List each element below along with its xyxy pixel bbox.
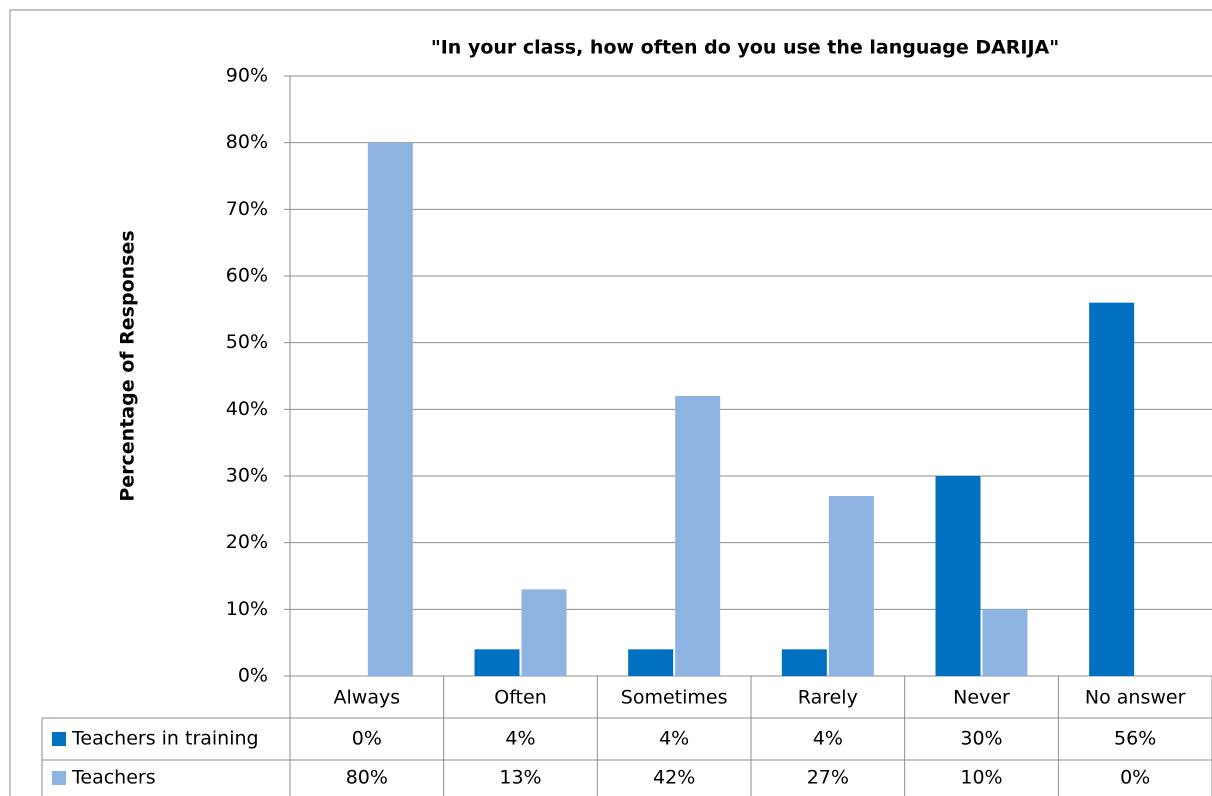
bar <box>982 609 1028 676</box>
table-value: 27% <box>807 767 849 789</box>
bar <box>367 142 413 676</box>
table-value: 0% <box>1120 767 1150 789</box>
table-value: 0% <box>352 728 382 750</box>
table-value: 30% <box>960 728 1002 750</box>
table-value: 13% <box>499 767 541 789</box>
y-tick-label: 60% <box>226 265 268 287</box>
bar <box>781 649 827 676</box>
bar <box>675 396 721 676</box>
table-value: 80% <box>346 767 388 789</box>
table-value: 4% <box>659 728 689 750</box>
legend-key <box>52 732 66 746</box>
y-tick-label: 50% <box>226 331 268 353</box>
legend-label: Teachers <box>71 767 156 789</box>
bar <box>628 649 674 676</box>
y-tick-label: 80% <box>226 131 268 153</box>
table-value: 4% <box>505 728 535 750</box>
x-tick-label: Often <box>494 687 547 709</box>
chart-title: "In your class, how often do you use the… <box>431 37 1059 59</box>
y-axis-label: Percentage of Responses <box>117 230 139 501</box>
table-value: 4% <box>813 728 843 750</box>
bar <box>474 649 520 676</box>
y-tick-label: 40% <box>226 398 268 420</box>
y-tick-label: 20% <box>226 531 268 553</box>
y-tick-label: 0% <box>238 665 268 687</box>
y-tick-label: 10% <box>226 598 268 620</box>
table-value: 56% <box>1114 728 1156 750</box>
x-tick-label: Rarely <box>798 687 858 709</box>
x-tick-label: No answer <box>1085 687 1186 709</box>
y-tick-label: 90% <box>226 65 268 87</box>
bar <box>828 496 874 676</box>
table-value: 42% <box>653 767 695 789</box>
legend-key <box>52 771 66 785</box>
y-tick-label: 70% <box>226 198 268 220</box>
bar <box>935 476 981 676</box>
x-tick-label: Sometimes <box>621 687 728 709</box>
chart-border <box>9 9 1212 796</box>
bar <box>1089 302 1135 676</box>
bar <box>521 589 567 676</box>
x-tick-label: Never <box>953 687 1010 709</box>
y-tick-label: 30% <box>226 465 268 487</box>
x-tick-label: Always <box>334 687 401 709</box>
table-value: 10% <box>960 767 1002 789</box>
legend-label: Teachers in training <box>71 728 259 750</box>
